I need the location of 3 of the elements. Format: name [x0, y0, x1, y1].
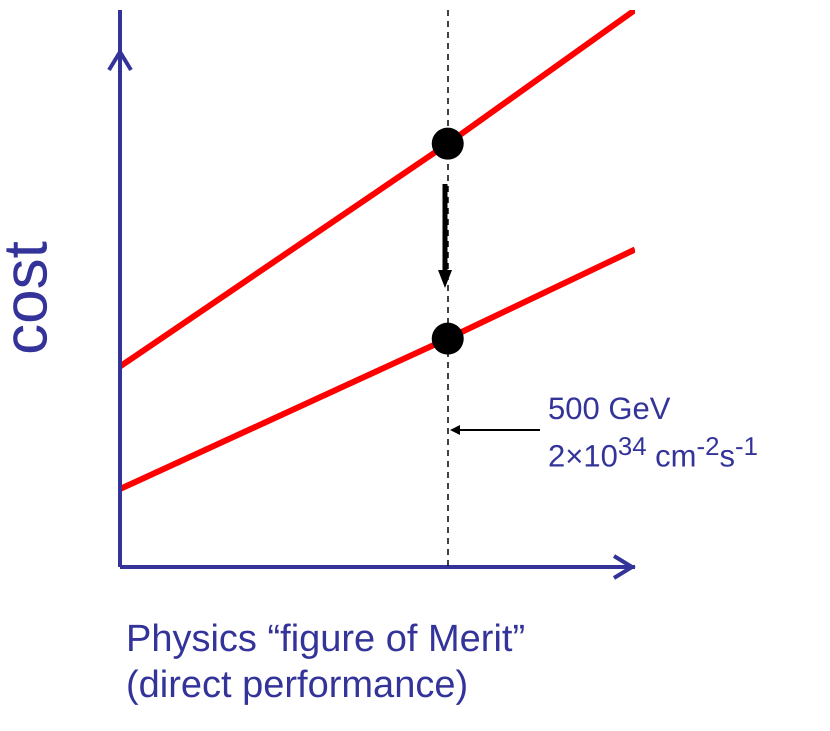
- y-axis-title: cost: [0, 241, 62, 355]
- x-axis-title: Physics “figure of Merit” (direct performance): [126, 617, 526, 708]
- annotation: 500 GeV 2×10$^{34}$ cm$^{-2}$s$^{-1}$: [548, 390, 758, 476]
